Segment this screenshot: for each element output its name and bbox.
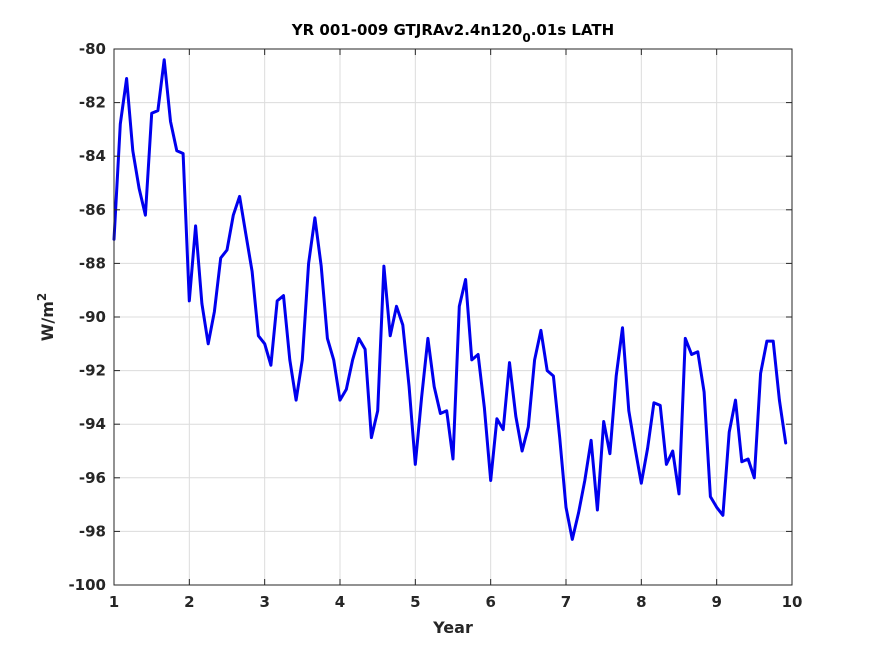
y-axis-label-superscript: 2 (35, 293, 49, 301)
y-tick-label: -80 (79, 40, 106, 58)
x-tick-label: 7 (561, 593, 571, 611)
x-tick-label: 1 (109, 593, 119, 611)
y-tick-label: -94 (79, 415, 106, 433)
series-line (112, 58, 788, 541)
chart-title: YR 001-009 GTJRAv2.4n1200.01s LATH (291, 21, 614, 45)
x-tick-label: 6 (485, 593, 495, 611)
x-axis-label: Year (432, 618, 473, 637)
x-tick-label: 10 (782, 593, 803, 611)
y-axis-label: W/m2 (35, 293, 57, 342)
x-tick-label: 3 (259, 593, 269, 611)
y-tick-label: -100 (68, 576, 106, 594)
chart-title-main: YR 001-009 GTJRAv2.4n120 (291, 21, 523, 39)
chart-title-suffix: .01s LATH (531, 21, 615, 39)
x-tick-label: 5 (410, 593, 420, 611)
chart-title-subscript: 0 (522, 31, 530, 45)
y-tick-label: -92 (79, 362, 106, 380)
x-tick-label: 9 (711, 593, 721, 611)
y-tick-label: -88 (79, 254, 106, 272)
y-tick-label: -84 (79, 147, 106, 165)
y-tick-label: -82 (79, 94, 106, 112)
y-tick-label: -86 (79, 201, 106, 219)
y-axis-label-base: W/m (38, 301, 57, 341)
x-tick-label: 2 (184, 593, 194, 611)
x-tick-label: 4 (335, 593, 345, 611)
x-tick-label: 8 (636, 593, 646, 611)
axis-ticks (113, 48, 793, 586)
y-tick-label: -90 (79, 308, 106, 326)
x-tick-labels: 1 2 3 4 5 6 7 8 9 10 (109, 593, 803, 611)
y-tick-label: -96 (79, 469, 106, 487)
y-tick-labels: -80 -82 -84 -86 -88 -90 -92 -94 -96 -98 -100 (68, 40, 106, 594)
y-tick-label: -98 (79, 522, 106, 540)
